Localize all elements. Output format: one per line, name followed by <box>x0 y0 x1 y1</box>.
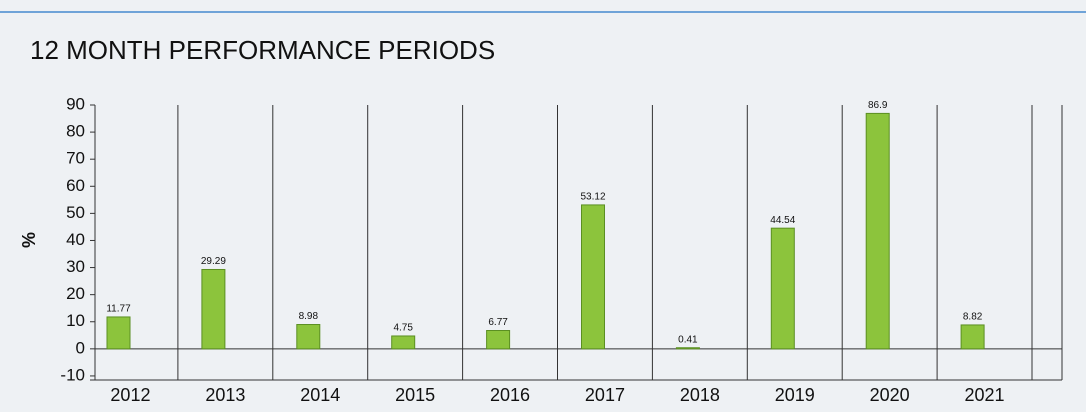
data-label: 11.77 <box>106 304 131 315</box>
y-tick-label: 80 <box>66 122 85 141</box>
x-tick-label: 2017 <box>585 385 625 405</box>
x-tick-label: 2021 <box>965 385 1005 405</box>
bar <box>201 268 226 350</box>
y-tick-label: 40 <box>66 230 85 249</box>
y-tick-label: -10 <box>60 365 85 384</box>
bar <box>675 347 700 350</box>
x-tick-label: 2020 <box>870 385 910 405</box>
y-tick-label: 90 <box>66 94 85 113</box>
x-tick-label: 2014 <box>300 385 340 405</box>
bar <box>296 324 321 350</box>
data-label: 44.54 <box>770 215 795 226</box>
bar <box>960 324 985 350</box>
data-label: 53.12 <box>580 192 605 203</box>
data-label: 6.77 <box>488 317 508 328</box>
y-tick-label: 60 <box>66 176 85 195</box>
data-label: 0.41 <box>678 334 698 345</box>
y-axis-label: % <box>19 232 39 248</box>
bar <box>770 227 795 350</box>
bar <box>865 112 890 350</box>
bar <box>106 316 131 350</box>
x-tick-label: 2013 <box>205 385 245 405</box>
data-label: 8.82 <box>963 312 983 323</box>
x-tick-label: 2018 <box>680 385 720 405</box>
x-tick-label: 2012 <box>110 385 150 405</box>
y-tick-label: 20 <box>66 284 85 303</box>
bar <box>581 204 605 350</box>
data-label: 4.75 <box>393 323 413 334</box>
bar <box>486 330 511 350</box>
data-label: 29.29 <box>201 256 226 267</box>
x-tick-label: 2016 <box>490 385 530 405</box>
y-tick-label: 70 <box>66 149 85 168</box>
y-tick-label: 50 <box>66 203 85 222</box>
chart-title: 12 MONTH PERFORMANCE PERIODS <box>30 35 495 65</box>
y-tick-label: 0 <box>76 338 85 357</box>
y-tick-label: 10 <box>66 311 85 330</box>
data-label: 8.98 <box>299 311 319 322</box>
data-label: 86.9 <box>868 100 888 111</box>
bar <box>391 335 416 350</box>
x-tick-label: 2015 <box>395 385 435 405</box>
x-tick-label: 2019 <box>775 385 815 405</box>
y-tick-label: 30 <box>66 257 85 276</box>
